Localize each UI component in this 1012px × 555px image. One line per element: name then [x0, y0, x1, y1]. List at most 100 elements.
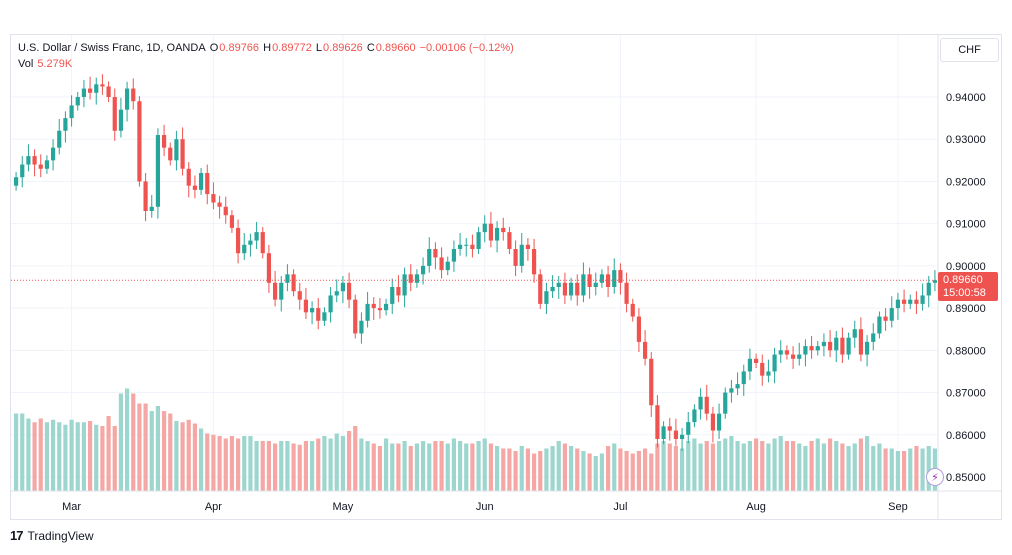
candle-body[interactable] [550, 287, 555, 292]
candle-body[interactable] [895, 299, 901, 309]
candle-body[interactable] [661, 426, 666, 439]
symbol-title[interactable]: U.S. Dollar / Swiss Franc, 1D, OANDA [18, 42, 206, 54]
candle-body[interactable] [322, 312, 327, 321]
candle-body[interactable] [161, 135, 167, 148]
candle-body[interactable] [544, 291, 549, 304]
candle-body[interactable] [20, 164, 25, 178]
candle-body[interactable] [470, 244, 475, 249]
candle-body[interactable] [766, 371, 771, 376]
candle-body[interactable] [593, 282, 598, 287]
candle-body[interactable] [346, 282, 352, 300]
candle-body[interactable] [414, 274, 420, 283]
candle-body[interactable] [562, 282, 568, 296]
candle-body[interactable] [334, 291, 339, 296]
candle-body[interactable] [908, 299, 913, 304]
price-chart[interactable]: 0.94000 0.93000 0.92000 0.91000 0.90000 0.890… [11, 35, 1001, 519]
candle-body[interactable] [729, 388, 734, 393]
candle-body[interactable] [464, 244, 469, 246]
candle-body[interactable] [655, 405, 660, 439]
candle-body[interactable] [211, 194, 216, 203]
candle-body[interactable] [94, 84, 99, 93]
candle-body[interactable] [63, 118, 68, 131]
candle-body[interactable] [673, 430, 679, 439]
candle-body[interactable] [50, 147, 56, 161]
candle-body[interactable] [81, 88, 87, 97]
candle-body[interactable] [704, 396, 709, 414]
candle-body[interactable] [864, 341, 870, 355]
candle-body[interactable] [525, 244, 531, 249]
candle-body[interactable] [38, 164, 43, 169]
candle-body[interactable] [914, 299, 919, 304]
candle-body[interactable] [883, 316, 888, 321]
candle-body[interactable] [698, 396, 703, 410]
candle-body[interactable] [137, 101, 142, 182]
candle-body[interactable] [272, 282, 278, 300]
candle-body[interactable] [852, 329, 857, 338]
candle-body[interactable] [901, 299, 907, 304]
candle-body[interactable] [149, 206, 154, 211]
candle-body[interactable] [328, 295, 333, 313]
candle-body[interactable] [229, 215, 235, 228]
chart-area[interactable]: 0.94000 0.93000 0.92000 0.91000 0.90000 0.890… [10, 34, 1002, 520]
candle-body[interactable] [599, 274, 605, 283]
candle-body[interactable] [778, 350, 783, 355]
candle-body[interactable] [575, 282, 580, 296]
candle-body[interactable] [143, 181, 148, 211]
candle-body[interactable] [531, 249, 537, 275]
candle-body[interactable] [112, 97, 117, 131]
candle-body[interactable] [877, 316, 882, 334]
candle-body[interactable] [32, 156, 37, 165]
candle-body[interactable] [476, 232, 481, 249]
candle-body[interactable] [44, 160, 50, 169]
candle-body[interactable] [13, 177, 19, 186]
candle-body[interactable] [821, 341, 827, 347]
candle-body[interactable] [309, 308, 315, 313]
candle-body[interactable] [297, 291, 302, 300]
candle-body[interactable] [507, 232, 512, 249]
candle-body[interactable] [581, 274, 586, 296]
candle-body[interactable] [223, 206, 228, 216]
candle-body[interactable] [235, 227, 241, 254]
candle-body[interactable] [858, 329, 864, 355]
candle-body[interactable] [809, 346, 814, 351]
candle-body[interactable] [723, 392, 728, 414]
candle-body[interactable] [519, 244, 524, 266]
candle-body[interactable] [790, 354, 796, 359]
candle-body[interactable] [124, 88, 130, 110]
candle-body[interactable] [630, 303, 635, 317]
candle-body[interactable] [365, 303, 370, 321]
candle-body[interactable] [692, 409, 697, 423]
candle-body[interactable] [433, 249, 438, 258]
candle-body[interactable] [427, 249, 432, 266]
candle-body[interactable] [168, 147, 173, 161]
candle-body[interactable] [753, 358, 759, 363]
candle-body[interactable] [747, 358, 753, 372]
candle-body[interactable] [735, 384, 740, 389]
candle-body[interactable] [568, 282, 574, 296]
tradingview-logo[interactable]: 17 TradingView [10, 528, 94, 543]
candle-body[interactable] [198, 173, 204, 190]
candle-body[interactable] [827, 341, 833, 351]
candle-body[interactable] [889, 308, 894, 321]
candle-body[interactable] [377, 308, 383, 311]
candle-body[interactable] [303, 299, 309, 313]
candle-body[interactable] [803, 346, 808, 355]
candle-body[interactable] [118, 109, 124, 131]
candle-body[interactable] [408, 274, 413, 283]
candle-body[interactable] [260, 232, 265, 254]
candle-body[interactable] [667, 426, 672, 431]
candle-body[interactable] [69, 105, 74, 119]
candle-body[interactable] [390, 287, 395, 304]
candle-body[interactable] [840, 337, 845, 355]
candle-body[interactable] [494, 227, 500, 241]
candle-body[interactable] [920, 295, 925, 304]
candle-body[interactable] [186, 168, 191, 186]
candle-body[interactable] [710, 413, 716, 431]
candle-body[interactable] [815, 346, 820, 351]
candle-body[interactable] [205, 173, 210, 195]
candle-body[interactable] [266, 253, 272, 283]
candle-body[interactable] [353, 299, 358, 334]
candle-body[interactable] [686, 422, 691, 435]
candle-body[interactable] [587, 274, 592, 287]
candle-body[interactable] [291, 274, 296, 292]
